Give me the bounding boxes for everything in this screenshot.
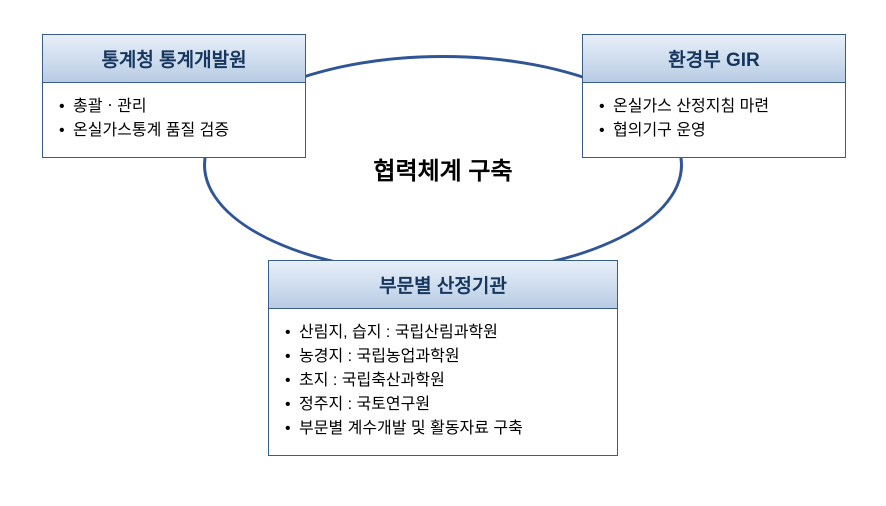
node-sector-agencies: 부문별 산정기관 산림지, 습지 : 국립산림과학원농경지 : 국립농업과학원초… bbox=[268, 260, 618, 456]
node-body-right: 온실가스 산정지침 마련협의기구 운영 bbox=[582, 83, 846, 158]
list-item: 온실가스 산정지침 마련 bbox=[597, 95, 831, 119]
list-bottom: 산림지, 습지 : 국립산림과학원농경지 : 국립농업과학원초지 : 국립축산과… bbox=[283, 321, 603, 441]
node-body-bottom: 산림지, 습지 : 국립산림과학원농경지 : 국립농업과학원초지 : 국립축산과… bbox=[268, 309, 618, 456]
list-right: 온실가스 산정지침 마련협의기구 운영 bbox=[597, 95, 831, 143]
list-item: 총괄ㆍ관리 bbox=[57, 95, 291, 119]
list-left: 총괄ㆍ관리온실가스통계 품질 검증 bbox=[57, 95, 291, 143]
list-item: 정주지 : 국토연구원 bbox=[283, 393, 603, 417]
center-label: 협력체계 구축 bbox=[373, 151, 512, 186]
node-header-left: 통계청 통계개발원 bbox=[42, 34, 306, 83]
node-statistics-office: 통계청 통계개발원 총괄ㆍ관리온실가스통계 품질 검증 bbox=[42, 34, 306, 158]
node-header-bottom: 부문별 산정기관 bbox=[268, 260, 618, 309]
node-environment-gir: 환경부 GIR 온실가스 산정지침 마련협의기구 운영 bbox=[582, 34, 846, 158]
list-item: 부문별 계수개발 및 활동자료 구축 bbox=[283, 417, 603, 441]
list-item: 협의기구 운영 bbox=[597, 119, 831, 143]
node-body-left: 총괄ㆍ관리온실가스통계 품질 검증 bbox=[42, 83, 306, 158]
list-item: 초지 : 국립축산과학원 bbox=[283, 369, 603, 393]
list-item: 농경지 : 국립농업과학원 bbox=[283, 345, 603, 369]
node-header-right: 환경부 GIR bbox=[582, 34, 846, 83]
list-item: 온실가스통계 품질 검증 bbox=[57, 119, 291, 143]
list-item: 산림지, 습지 : 국립산림과학원 bbox=[283, 321, 603, 345]
